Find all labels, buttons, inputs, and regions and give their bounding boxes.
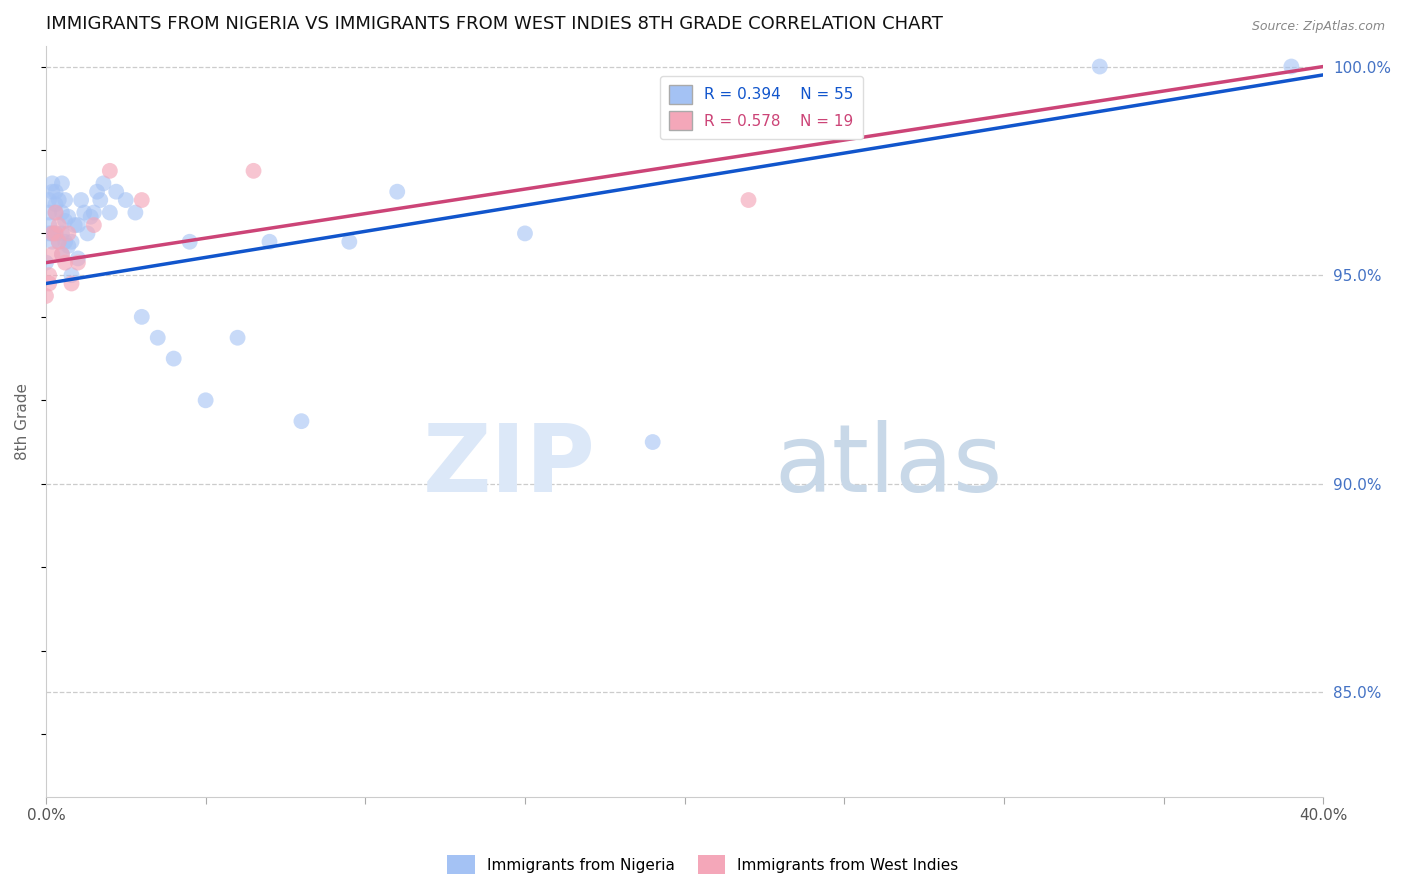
Point — [45, 227, 67, 241]
Point — [45, 197, 67, 211]
Point — [226, 331, 249, 345]
Point — [38, 227, 60, 241]
Point — [58, 227, 80, 241]
Point — [58, 210, 80, 224]
Point — [163, 351, 186, 366]
Point — [51, 205, 73, 219]
Legend: Immigrants from Nigeria, Immigrants from West Indies: Immigrants from Nigeria, Immigrants from… — [441, 849, 965, 880]
Point — [41, 247, 63, 261]
Text: Source: ZipAtlas.com: Source: ZipAtlas.com — [1251, 20, 1385, 33]
Point — [1279, 60, 1302, 74]
Point — [51, 227, 73, 241]
Point — [45, 205, 67, 219]
Point — [131, 310, 153, 324]
Text: IMMIGRANTS FROM NIGERIA VS IMMIGRANTS FROM WEST INDIES 8TH GRADE CORRELATION CHA: IMMIGRANTS FROM NIGERIA VS IMMIGRANTS FR… — [46, 15, 943, 33]
Y-axis label: 8th Grade: 8th Grade — [15, 383, 30, 459]
Point — [48, 218, 70, 232]
Point — [51, 177, 73, 191]
Point — [131, 193, 153, 207]
Point — [35, 255, 58, 269]
Point — [35, 289, 58, 303]
Point — [105, 185, 128, 199]
Point — [41, 227, 63, 241]
Point — [70, 193, 93, 207]
Point — [41, 185, 63, 199]
Text: ZIP: ZIP — [422, 420, 595, 512]
Point — [242, 164, 264, 178]
Point — [38, 218, 60, 232]
Point — [51, 247, 73, 261]
Point — [146, 331, 169, 345]
Point — [86, 185, 108, 199]
Point — [76, 227, 98, 241]
Point — [45, 227, 67, 241]
Point — [38, 193, 60, 207]
Point — [513, 227, 536, 241]
Point — [387, 185, 409, 199]
Point — [124, 205, 146, 219]
Point — [53, 193, 76, 207]
Point — [60, 235, 83, 249]
Point — [48, 193, 70, 207]
Point — [45, 185, 67, 199]
Point — [45, 205, 67, 219]
Point — [60, 268, 83, 282]
Point — [98, 164, 121, 178]
Point — [38, 277, 60, 291]
Legend: R = 0.394    N = 55, R = 0.578    N = 19: R = 0.394 N = 55, R = 0.578 N = 19 — [659, 76, 863, 139]
Point — [337, 235, 360, 249]
Point — [38, 268, 60, 282]
Point — [259, 235, 281, 249]
Point — [66, 255, 89, 269]
Point — [737, 193, 759, 207]
Point — [73, 205, 96, 219]
Point — [53, 214, 76, 228]
Point — [58, 239, 80, 253]
Point — [83, 218, 105, 232]
Point — [89, 193, 111, 207]
Point — [1088, 60, 1111, 74]
Point — [63, 218, 86, 232]
Point — [93, 177, 115, 191]
Point — [290, 414, 312, 428]
Point — [53, 235, 76, 249]
Point — [48, 235, 70, 249]
Point — [41, 227, 63, 241]
Point — [179, 235, 201, 249]
Text: atlas: atlas — [775, 420, 1002, 512]
Point — [641, 435, 664, 450]
Point — [38, 205, 60, 219]
Point — [66, 252, 89, 266]
Point — [51, 247, 73, 261]
Point — [53, 255, 76, 269]
Point — [83, 205, 105, 219]
Point — [48, 235, 70, 249]
Point — [194, 393, 217, 408]
Point — [114, 193, 136, 207]
Point — [41, 235, 63, 249]
Point — [41, 177, 63, 191]
Point — [66, 218, 89, 232]
Point — [79, 210, 101, 224]
Point — [60, 277, 83, 291]
Point — [98, 205, 121, 219]
